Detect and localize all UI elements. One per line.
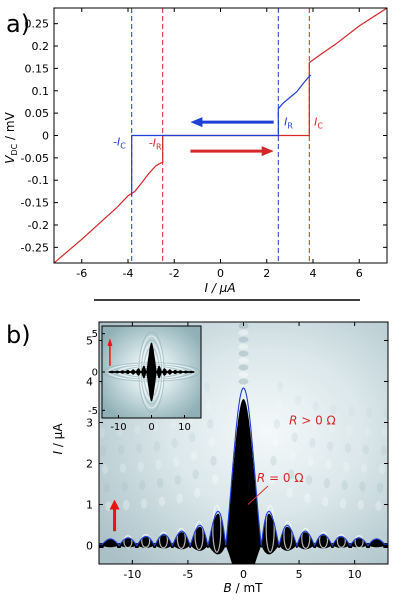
panel-a-label: a) [6,10,30,38]
y-tick-label: -0.15 [21,197,49,210]
panel-a-xlabel: I / μA [204,281,235,295]
x-tick-label: 10 [348,568,362,581]
y-tick-label: 0.25 [25,18,50,31]
x-tick-label: -10 [123,568,141,581]
y-tick-label: 0 [42,130,49,143]
panel-b-ylabel: I / μA [51,423,65,455]
y-tick-label: -0.2 [28,219,49,232]
y-tick-label: 2 [86,458,93,471]
sweep-direction-arrow [109,499,120,532]
y-tick-label: 0.1 [32,85,50,98]
zero-resistance-region [99,399,388,564]
y-tick-label: 0 [86,540,93,553]
y-tick-label: -0.1 [28,174,49,187]
x-tick-label: 0 [217,267,224,280]
resistance-pointer [247,485,269,505]
x-tick-label: -4 [123,267,134,280]
sweep-arrow-1 [190,146,274,157]
inset-axes: -10 0 10 -5 0 5 [88,329,191,433]
resistance-label-1: R = 0 Ω [257,471,304,485]
inset-x-tick-label: 10 [178,422,191,433]
sweep-arrow-0 [190,117,274,128]
x-tick-label: -6 [76,267,87,280]
panel-a: a) -IC -IR IR IC -6 -4 -2 0 2 4 6 -0.25 -0.2 -0.15 -0… [3,7,388,295]
svg-text:VDC / mV: VDC / mV [3,111,19,163]
y-tick-label: 3 [86,416,93,429]
panel-a-axes: -6 -4 -2 0 2 4 6 -0.25 -0.2 -0.15 -0.1 -0.05 0 0.05 0.… [21,8,387,280]
inset-y-tick-label: 5 [92,329,98,340]
x-tick-label: 5 [296,568,303,581]
fraunhofer-fit-curve [99,387,388,548]
y-tick-label: 0.2 [32,40,50,53]
panel-b-xlabel: B / mT [224,581,264,595]
panel-b-label: b) [6,321,31,349]
y-tick-label: 0.15 [25,62,50,75]
current-label-1: -IR [149,137,162,152]
panel-a-plot-area: -IC -IR IR IC [54,8,387,263]
y-tick-label: 5 [86,334,93,347]
y-tick-label: 0.05 [25,107,50,120]
inset-y-tick-label: -5 [88,406,98,417]
x-tick-label: -2 [169,267,180,280]
iv-series-1 [131,74,312,196]
inset-y-tick-label: 0 [92,368,98,379]
panel-b-axes: -10 -5 0 5 10 0 1 2 3 4 5 [86,322,388,581]
resistance-label-0: R > 0 Ω [289,414,336,428]
y-tick-label: 1 [86,499,93,512]
inset-x-tick-label: -10 [110,422,126,433]
x-tick-label: 6 [356,267,363,280]
svg-text:I / μA: I / μA [51,423,65,455]
x-tick-label: -5 [182,568,193,581]
iv-series-0 [54,8,387,263]
y-tick-label: -0.25 [21,241,49,254]
inset-x-tick-label: 0 [148,422,154,433]
current-label-2: IR [284,116,293,131]
panel-a-ylabel: VDC / mV [3,111,19,163]
x-tick-label: 2 [263,267,270,280]
panel-b-labels: R > 0 Ω R = 0 Ω [247,414,336,505]
x-tick-label: 4 [310,267,317,280]
inset-zero-resistance-region [108,342,195,402]
y-tick-label: 4 [86,375,93,388]
y-tick-label: -0.05 [21,152,49,165]
x-tick-label: 0 [240,568,247,581]
current-label-3: IC [314,116,323,131]
current-label-0: -IC [113,135,126,150]
panel-b-inset: -10 0 10 -5 0 5 [88,325,202,433]
interference-haze [99,322,388,512]
panel-b: b) -10 -5 0 5 10 0 1 2 3 4 5 B / mT I / μA R > 0 Ω… [6,321,389,595]
